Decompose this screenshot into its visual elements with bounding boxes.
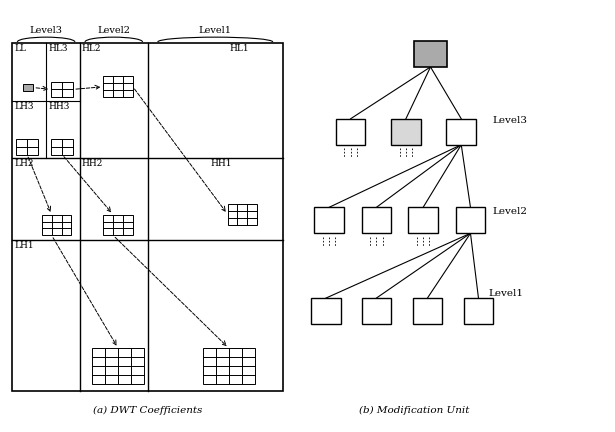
Text: HL3: HL3 — [48, 44, 68, 54]
Bar — [415, 41, 446, 67]
Text: Level2: Level2 — [97, 25, 130, 35]
Bar — [42, 215, 71, 235]
Text: (a) DWT Coefficients: (a) DWT Coefficients — [93, 406, 202, 415]
Bar — [23, 84, 33, 91]
Bar — [391, 119, 421, 145]
Bar — [92, 348, 144, 384]
Bar — [12, 43, 283, 391]
Bar — [103, 76, 133, 97]
Text: Level1: Level1 — [489, 289, 524, 298]
Bar — [203, 348, 255, 384]
Bar — [408, 207, 438, 233]
Bar — [362, 207, 391, 233]
Text: Level3: Level3 — [492, 117, 527, 125]
Bar — [446, 119, 476, 145]
Text: Level2: Level2 — [492, 207, 527, 216]
Bar — [314, 207, 344, 233]
Bar — [456, 207, 485, 233]
Bar — [413, 298, 442, 324]
Text: HL1: HL1 — [229, 44, 249, 54]
Text: HH2: HH2 — [82, 159, 103, 168]
Text: HH3: HH3 — [48, 102, 69, 111]
Bar — [51, 82, 73, 97]
Text: LL: LL — [14, 44, 26, 54]
Bar — [103, 215, 133, 235]
Bar — [228, 204, 257, 225]
Text: HH1: HH1 — [211, 159, 232, 168]
Text: LH2: LH2 — [14, 159, 34, 168]
Text: Level1: Level1 — [199, 25, 232, 35]
Text: (b) Modification Unit: (b) Modification Unit — [359, 406, 470, 415]
Text: HL2: HL2 — [82, 44, 101, 54]
Bar — [16, 139, 38, 155]
Bar — [311, 298, 341, 324]
Bar — [362, 298, 391, 324]
Text: Level3: Level3 — [30, 25, 63, 35]
Bar — [336, 119, 365, 145]
Text: LH1: LH1 — [14, 241, 34, 250]
Bar — [464, 298, 493, 324]
Bar — [51, 139, 73, 155]
Text: LH3: LH3 — [14, 102, 34, 111]
